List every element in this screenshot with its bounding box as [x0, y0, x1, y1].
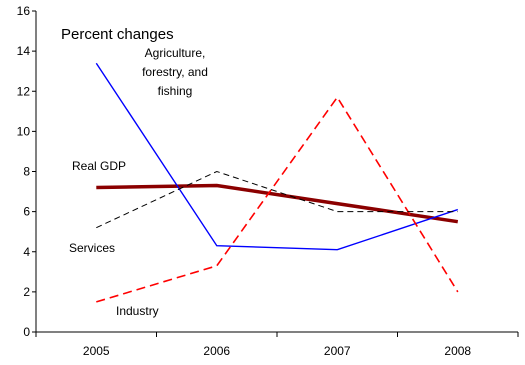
- y-tick-label: 0: [23, 325, 30, 339]
- y-tick-label: 12: [17, 84, 31, 98]
- y-tick-label: 8: [23, 165, 30, 179]
- y-tick-label: 4: [23, 245, 30, 259]
- agriculture-annotation-line-2: forestry, and: [142, 65, 208, 79]
- series-line-services: [96, 170, 458, 229]
- industry-annotation: Industry: [116, 304, 159, 318]
- x-tick-label: 2006: [203, 344, 230, 358]
- series-layer: [95, 62, 459, 303]
- x-tick-label: 2007: [324, 344, 351, 358]
- y-tick-label: 2: [23, 285, 30, 299]
- y-tick-label: 14: [17, 44, 31, 58]
- series-line-real-gdp: [96, 183, 459, 224]
- services-annotation: Services: [69, 241, 115, 255]
- agriculture-annotation-line-3: fishing: [158, 84, 193, 98]
- chart-title: Percent changes: [61, 26, 174, 43]
- x-tick-label: 2008: [444, 344, 471, 358]
- y-tick-label: 16: [17, 4, 31, 18]
- axes: 0 2 4 6 8 10 12 14 16 2005 2006 2007 2008: [17, 4, 519, 358]
- real-gdp-annotation: Real GDP: [72, 159, 126, 173]
- series-line-industry: [96, 95, 459, 303]
- y-tick-label: 10: [17, 124, 31, 138]
- x-tick-label: 2005: [83, 344, 110, 358]
- y-tick-label: 6: [23, 205, 30, 219]
- agriculture-annotation-line-1: Agriculture,: [145, 46, 206, 60]
- series-line-agriculture-forestry-and-fishing: [95, 62, 459, 251]
